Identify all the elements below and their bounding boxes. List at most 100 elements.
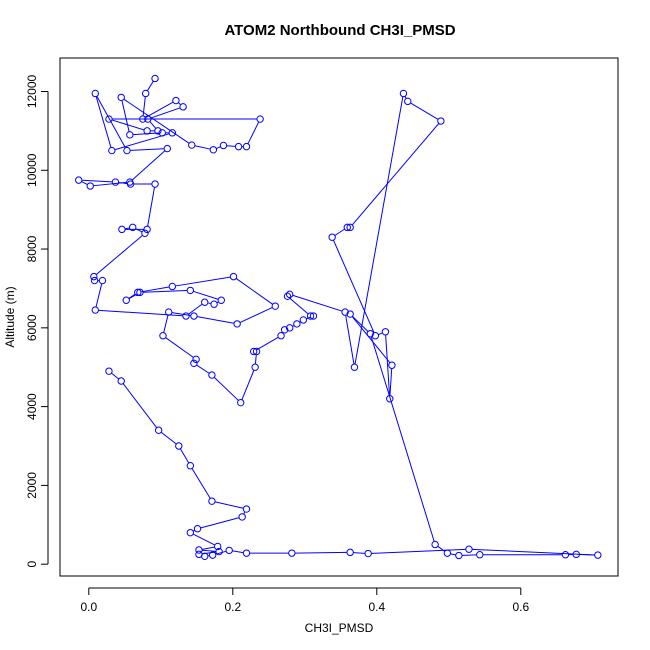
series-line-segment <box>165 337 194 358</box>
data-point <box>111 178 120 186</box>
data-point <box>141 229 149 237</box>
series-line-segment <box>175 276 231 287</box>
series-line-segment <box>128 293 136 299</box>
series-line-segment <box>196 364 210 374</box>
x-axis: 0.0 0.2 0.4 0.6 <box>80 587 529 614</box>
data-point <box>346 548 354 557</box>
series-line-segment <box>193 533 215 546</box>
series-line-segment <box>82 179 113 183</box>
series-line-segment <box>147 187 155 227</box>
data-point <box>288 549 296 557</box>
series-line-segment <box>135 228 143 233</box>
x-tick-label: 0.0 <box>80 600 97 614</box>
series-line-segment <box>247 121 260 144</box>
series-line-segment <box>333 240 375 333</box>
series-line-segment <box>188 303 203 315</box>
data-point <box>242 505 251 513</box>
series-line-segment <box>114 133 170 151</box>
data-point <box>437 117 445 125</box>
plot-area <box>75 74 602 561</box>
series-line-segment <box>351 123 440 226</box>
y-tick-label: 6000 <box>25 314 39 341</box>
data-point <box>399 89 408 98</box>
data-point <box>213 542 222 551</box>
data-point <box>208 551 217 559</box>
data-point <box>388 361 396 369</box>
series-line-segment <box>462 554 477 556</box>
data-point <box>215 547 223 556</box>
series-line-segment <box>122 383 157 428</box>
data-point <box>154 127 162 135</box>
data-point <box>242 549 251 557</box>
data-point <box>299 316 308 324</box>
data-point <box>209 146 218 154</box>
y-tick-label: 2000 <box>25 472 39 499</box>
data-point <box>465 545 473 553</box>
series-line-segment <box>163 315 169 333</box>
data-point <box>91 306 99 314</box>
data-point <box>210 300 218 308</box>
series-line-segment <box>145 101 174 118</box>
series-line-segment <box>191 468 211 499</box>
series-line-segment <box>149 121 157 129</box>
series-line-segment <box>194 145 211 150</box>
series-line-segment <box>232 550 244 554</box>
data-point <box>594 551 602 559</box>
data-point <box>371 332 380 340</box>
y-tick-label: 0 <box>25 561 39 568</box>
data-point <box>143 225 151 234</box>
data-point <box>366 330 375 338</box>
data-point <box>151 74 159 83</box>
data-point <box>122 296 130 304</box>
series-line-segment <box>292 294 343 312</box>
series-line-segment <box>202 549 216 552</box>
data-point <box>126 131 134 139</box>
series-line-segment <box>354 96 404 364</box>
data-point <box>126 180 135 188</box>
data-point <box>285 324 294 332</box>
series-line-segment <box>178 102 181 105</box>
series-line-segment <box>385 335 391 396</box>
x-tick-label: 0.2 <box>224 600 241 614</box>
data-point <box>238 513 246 521</box>
y-axis-label: Altitude (m) <box>3 286 17 347</box>
series-line-segment <box>147 81 154 91</box>
series-line-segment <box>371 548 466 554</box>
data-point <box>165 308 173 316</box>
series-line-segment <box>404 96 407 99</box>
y-tick-label: 10000 <box>25 153 39 187</box>
data-point <box>195 550 203 559</box>
data-point <box>193 525 202 533</box>
data-point <box>175 442 183 450</box>
series-line-segment <box>121 100 130 132</box>
series-line-segment <box>81 181 88 185</box>
data-point <box>252 347 261 356</box>
data-point <box>90 272 98 281</box>
data-point <box>118 225 126 234</box>
series-line-segment <box>207 302 211 304</box>
plot-frame <box>59 57 619 577</box>
data-point <box>431 540 439 549</box>
series-line-segment <box>172 312 191 316</box>
data-point <box>277 332 285 340</box>
data-point <box>364 549 372 558</box>
data-point <box>271 302 279 310</box>
data-point <box>341 308 349 316</box>
series-line-segment <box>389 368 393 396</box>
series-line-segment <box>200 517 240 529</box>
data-point <box>75 176 83 184</box>
series-line-segment <box>118 182 128 185</box>
y-tick-label: 8000 <box>25 235 39 262</box>
data-point <box>144 115 152 123</box>
data-point <box>225 546 233 555</box>
series-line-segment <box>143 290 187 293</box>
series-line-segment <box>295 551 347 554</box>
data-point <box>91 89 99 98</box>
x-tick-label: 0.4 <box>368 600 385 614</box>
data-point <box>237 398 245 407</box>
series-line-segment <box>214 377 239 401</box>
series-line-segment <box>243 511 246 515</box>
data-point <box>172 96 180 105</box>
series-line-segment <box>123 98 190 144</box>
